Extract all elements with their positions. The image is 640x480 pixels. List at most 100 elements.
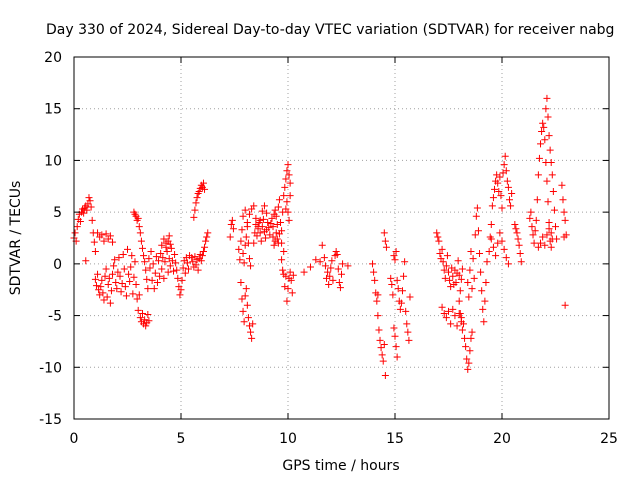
data-point — [325, 281, 333, 289]
y-tick-label: -10 — [39, 360, 62, 376]
data-point — [435, 237, 443, 245]
data-point — [515, 241, 523, 249]
data-point — [87, 203, 95, 211]
data-point — [344, 262, 352, 270]
data-point — [263, 209, 271, 217]
x-tick-label: 0 — [70, 431, 79, 447]
chart-title: Day 330 of 2024, Sidereal Day-to-day VTE… — [46, 22, 614, 38]
data-point — [455, 271, 463, 279]
data-point — [145, 317, 153, 325]
data-point — [285, 216, 293, 224]
data-point — [445, 307, 452, 315]
data-point — [239, 212, 247, 220]
data-point — [398, 287, 406, 295]
data-point — [241, 292, 249, 300]
data-point — [498, 237, 506, 245]
data-point — [71, 229, 79, 237]
data-point — [544, 113, 552, 121]
data-point — [527, 208, 535, 216]
data-point — [237, 237, 245, 245]
data-point — [545, 132, 553, 140]
data-point — [318, 241, 326, 249]
data-point — [375, 326, 383, 334]
data-point — [469, 255, 477, 263]
data-point — [454, 257, 462, 265]
data-point — [477, 268, 485, 276]
data-point — [457, 275, 465, 283]
data-point — [158, 241, 166, 249]
data-point — [150, 285, 158, 293]
data-point — [193, 194, 201, 202]
data-point — [254, 225, 262, 233]
data-point — [548, 171, 556, 179]
data-point — [257, 237, 265, 245]
data-point — [439, 258, 447, 266]
data-point — [526, 214, 534, 222]
data-point — [243, 218, 251, 226]
data-point — [472, 212, 480, 220]
data-point — [109, 238, 117, 246]
data-point — [199, 179, 207, 187]
data-point — [228, 216, 236, 224]
data-point — [198, 252, 206, 260]
data-point — [237, 278, 245, 286]
data-point — [130, 273, 138, 281]
data-point — [443, 252, 451, 260]
data-point — [534, 171, 542, 179]
data-point — [134, 214, 142, 222]
data-point — [102, 230, 110, 238]
data-point — [259, 215, 267, 223]
data-point — [149, 260, 157, 268]
data-point — [83, 206, 91, 214]
data-point — [238, 226, 246, 234]
data-point — [135, 223, 143, 231]
data-point — [242, 233, 250, 241]
data-point — [88, 216, 96, 224]
data-point — [278, 256, 286, 264]
data-point — [249, 320, 257, 328]
data-point — [389, 291, 397, 299]
data-point — [501, 152, 509, 160]
data-point — [284, 161, 292, 169]
data-point — [504, 260, 512, 268]
data-point — [370, 268, 378, 276]
data-point — [152, 253, 160, 261]
data-point — [334, 265, 342, 273]
data-point — [306, 263, 314, 271]
data-point — [500, 161, 508, 169]
data-point — [447, 320, 455, 328]
data-point — [466, 347, 474, 355]
data-point — [474, 227, 482, 235]
data-point — [495, 187, 503, 195]
data-point — [516, 250, 524, 258]
data-point — [512, 225, 520, 233]
data-point — [271, 206, 279, 214]
y-tick-label: -15 — [39, 412, 62, 428]
data-point — [433, 229, 441, 237]
data-point — [517, 258, 525, 266]
data-point — [543, 94, 551, 102]
data-point — [112, 278, 120, 286]
data-point — [402, 307, 410, 315]
data-points — [70, 94, 570, 380]
data-point — [544, 198, 552, 206]
data-point — [441, 274, 449, 282]
data-point — [125, 270, 133, 278]
data-point — [483, 258, 491, 266]
data-point — [285, 171, 293, 179]
data-point — [172, 259, 180, 267]
data-point — [539, 233, 547, 241]
data-point — [513, 229, 521, 237]
data-point — [92, 282, 100, 290]
data-point — [380, 229, 388, 237]
data-point — [239, 250, 247, 258]
data-point — [561, 301, 569, 309]
data-point — [438, 303, 446, 311]
data-point — [100, 237, 108, 245]
data-point — [204, 229, 212, 237]
data-point — [173, 266, 181, 274]
data-point — [113, 285, 121, 293]
data-point — [451, 312, 459, 320]
data-point — [86, 197, 94, 205]
data-point — [390, 324, 398, 332]
